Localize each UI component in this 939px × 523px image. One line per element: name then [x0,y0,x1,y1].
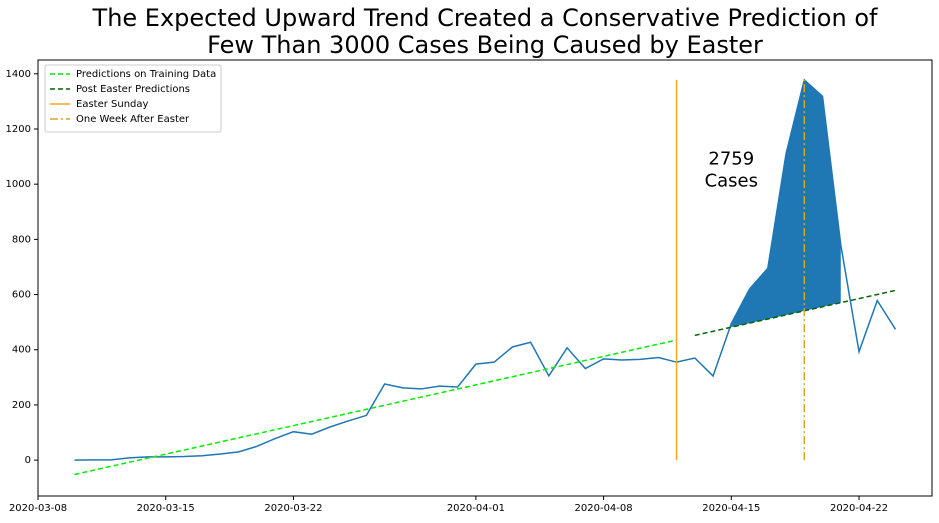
x-tick-label: 2020-04-22 [830,503,888,514]
series-line [74,339,677,476]
annotation: 2759 [708,148,754,169]
y-tick-label: 800 [12,234,31,245]
y-tick-label: 1200 [6,124,31,135]
fill-area [731,79,841,328]
y-tick-label: 400 [12,345,31,356]
y-tick-label: 600 [12,290,31,301]
legend-label: Easter Sunday [76,99,149,110]
legend-box [44,64,222,133]
annotation: Cases [705,170,758,191]
x-tick-label: 2020-04-01 [447,503,505,514]
plot-frame [37,59,933,497]
y-tick-label: 1400 [6,69,31,80]
chart-title: Few Than 3000 Cases Being Caused by East… [207,31,763,59]
y-tick-label: 0 [25,455,31,466]
x-tick-label: 2020-04-08 [575,503,633,514]
x-tick-label: 2020-03-22 [264,503,322,514]
x-tick-label: 2020-03-15 [137,503,195,514]
x-tick-label: 2020-03-08 [9,503,67,514]
legend-label: Predictions on Training Data [76,69,216,80]
x-tick-label: 2020-04-15 [702,503,760,514]
legend-label: Post Easter Predictions [76,84,190,95]
y-tick-label: 1000 [6,179,31,190]
series-line [694,289,896,337]
legend-label: One Week After Easter [76,114,190,125]
y-tick-label: 200 [12,400,31,411]
series-line [74,78,897,461]
chart-title: The Expected Upward Trend Created a Cons… [92,4,878,32]
